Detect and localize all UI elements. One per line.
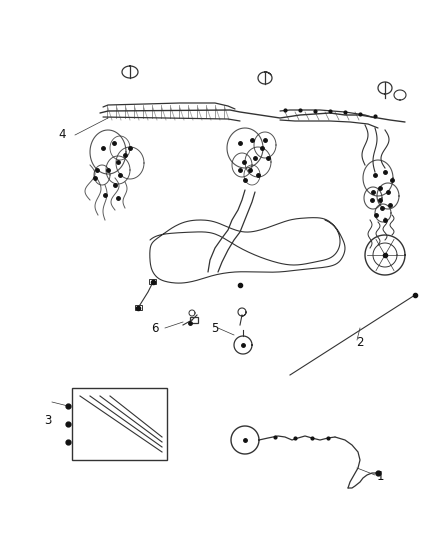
Bar [149, 279, 156, 284]
Bar [72, 388, 167, 460]
Text: 4: 4 [58, 128, 66, 141]
Bar [135, 305, 142, 310]
Text: 6: 6 [151, 321, 159, 335]
Text: 1: 1 [376, 470, 384, 482]
Text: 2: 2 [356, 335, 364, 349]
Text: 3: 3 [44, 414, 52, 426]
Text: 5: 5 [211, 321, 219, 335]
Bar [190, 317, 198, 323]
